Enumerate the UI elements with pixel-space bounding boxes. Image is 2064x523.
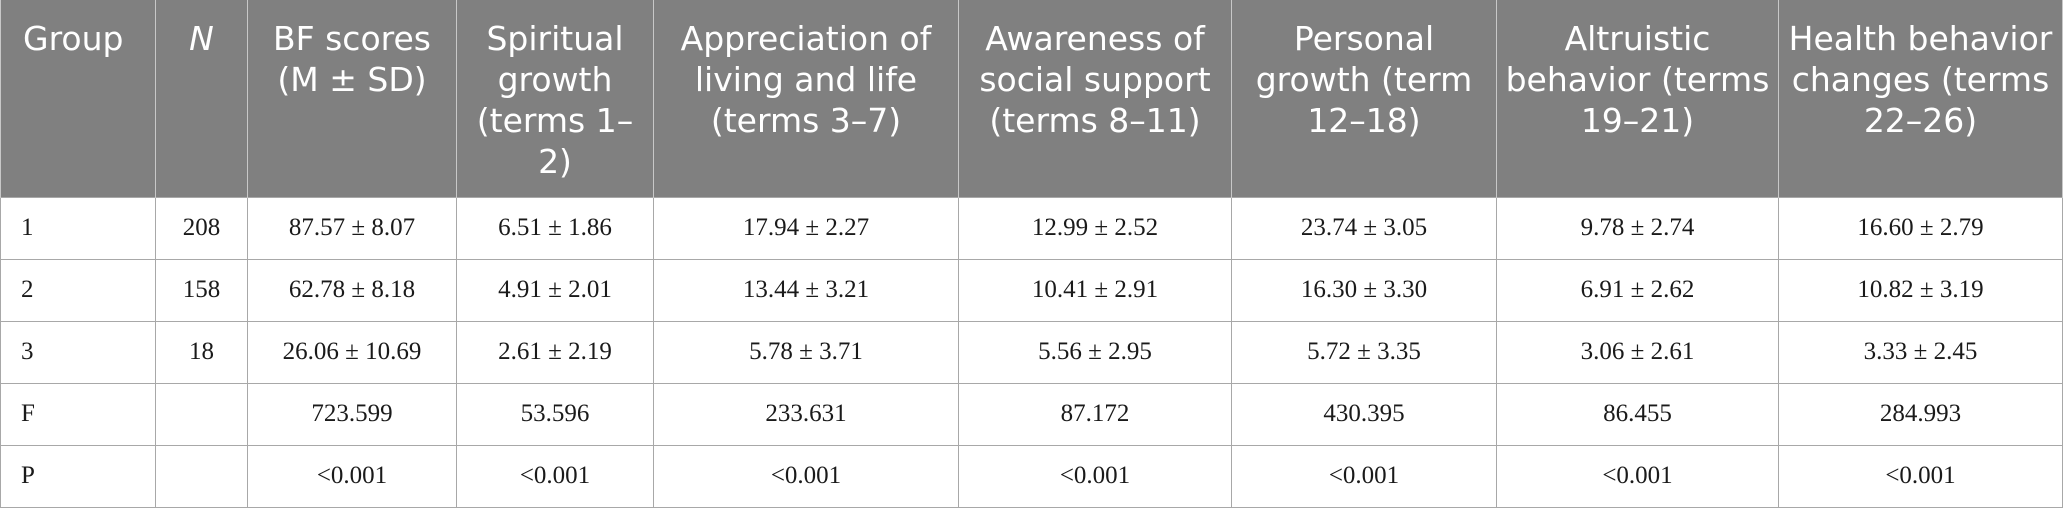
cell-spiritual-growth: <0.001 <box>456 444 654 508</box>
results-table: Group N BF scores (M ± SD) Spiritual gro… <box>0 0 2063 508</box>
cell-altruistic-behavior: <0.001 <box>1496 444 1779 508</box>
cell-spiritual-growth: 4.91 ± 2.01 <box>456 258 654 322</box>
header-personal-growth: Personal growth (term 12–18) <box>1231 0 1497 197</box>
header-spiritual-growth: Spiritual growth (terms 1–2) <box>456 0 654 197</box>
cell-bf-scores: 62.78 ± 8.18 <box>247 258 457 322</box>
cell-bf-scores: 87.57 ± 8.07 <box>247 196 457 260</box>
cell-n <box>155 382 248 446</box>
cell-altruistic-behavior: 9.78 ± 2.74 <box>1496 196 1779 260</box>
header-health-behavior-changes: Health behavior changes (terms 22–26) <box>1778 0 2063 197</box>
header-appreciation-of-life: Appreciation of living and life (terms 3… <box>653 0 959 197</box>
cell-bf-scores: <0.001 <box>247 444 457 508</box>
cell-personal-growth: 16.30 ± 3.30 <box>1231 258 1497 322</box>
cell-personal-growth: <0.001 <box>1231 444 1497 508</box>
cell-altruistic-behavior: 86.455 <box>1496 382 1779 446</box>
header-bf-scores: BF scores (M ± SD) <box>247 0 457 197</box>
cell-group: 1 <box>0 196 156 260</box>
cell-appreciation-of-life: 233.631 <box>653 382 959 446</box>
cell-awareness-social-support: 87.172 <box>958 382 1232 446</box>
cell-n: 18 <box>155 320 248 384</box>
cell-n: 158 <box>155 258 248 322</box>
header-altruistic-behavior: Altruistic behavior (terms 19–21) <box>1496 0 1779 197</box>
cell-appreciation-of-life: 5.78 ± 3.71 <box>653 320 959 384</box>
cell-n <box>155 444 248 508</box>
cell-health-behavior-changes: 10.82 ± 3.19 <box>1778 258 2063 322</box>
cell-altruistic-behavior: 6.91 ± 2.62 <box>1496 258 1779 322</box>
cell-spiritual-growth: 2.61 ± 2.19 <box>456 320 654 384</box>
cell-appreciation-of-life: 17.94 ± 2.27 <box>653 196 959 260</box>
table-row: 2 158 62.78 ± 8.18 4.91 ± 2.01 13.44 ± 3… <box>0 258 2063 322</box>
cell-awareness-social-support: 10.41 ± 2.91 <box>958 258 1232 322</box>
cell-awareness-social-support: 12.99 ± 2.52 <box>958 196 1232 260</box>
table-row: P <0.001 <0.001 <0.001 <0.001 <0.001 <0.… <box>0 444 2063 508</box>
cell-group: 3 <box>0 320 156 384</box>
cell-appreciation-of-life: 13.44 ± 3.21 <box>653 258 959 322</box>
cell-bf-scores: 26.06 ± 10.69 <box>247 320 457 384</box>
cell-health-behavior-changes: 284.993 <box>1778 382 2063 446</box>
cell-group: 2 <box>0 258 156 322</box>
cell-bf-scores: 723.599 <box>247 382 457 446</box>
cell-personal-growth: 430.395 <box>1231 382 1497 446</box>
cell-n: 208 <box>155 196 248 260</box>
cell-personal-growth: 5.72 ± 3.35 <box>1231 320 1497 384</box>
table-header: Group N BF scores (M ± SD) Spiritual gro… <box>0 0 2063 197</box>
cell-spiritual-growth: 6.51 ± 1.86 <box>456 196 654 260</box>
cell-awareness-social-support: 5.56 ± 2.95 <box>958 320 1232 384</box>
cell-appreciation-of-life: <0.001 <box>653 444 959 508</box>
cell-awareness-social-support: <0.001 <box>958 444 1232 508</box>
cell-personal-growth: 23.74 ± 3.05 <box>1231 196 1497 260</box>
header-group: Group <box>0 0 156 197</box>
table-body: 1 208 87.57 ± 8.07 6.51 ± 1.86 17.94 ± 2… <box>0 196 2063 508</box>
cell-spiritual-growth: 53.596 <box>456 382 654 446</box>
table-row: 1 208 87.57 ± 8.07 6.51 ± 1.86 17.94 ± 2… <box>0 196 2063 260</box>
header-row: Group N BF scores (M ± SD) Spiritual gro… <box>0 0 2063 197</box>
header-n: N <box>155 0 248 197</box>
table-row: F 723.599 53.596 233.631 87.172 430.395 … <box>0 382 2063 446</box>
cell-altruistic-behavior: 3.06 ± 2.61 <box>1496 320 1779 384</box>
cell-group: P <box>0 444 156 508</box>
cell-health-behavior-changes: <0.001 <box>1778 444 2063 508</box>
table-row: 3 18 26.06 ± 10.69 2.61 ± 2.19 5.78 ± 3.… <box>0 320 2063 384</box>
cell-health-behavior-changes: 16.60 ± 2.79 <box>1778 196 2063 260</box>
cell-health-behavior-changes: 3.33 ± 2.45 <box>1778 320 2063 384</box>
cell-group: F <box>0 382 156 446</box>
header-awareness-social-support: Awareness of social support (terms 8–11) <box>958 0 1232 197</box>
